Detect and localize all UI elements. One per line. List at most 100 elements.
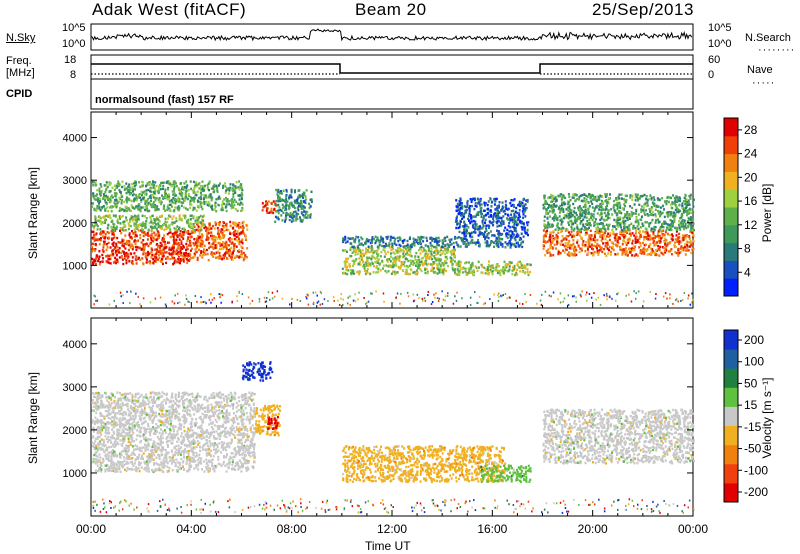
data-cell: [220, 256, 223, 260]
data-cell: [456, 269, 459, 272]
data-cell: [157, 236, 160, 240]
data-cell: [225, 228, 228, 231]
data-cell: [430, 247, 433, 250]
data-cell: [221, 200, 224, 203]
data-cell: [126, 239, 128, 243]
data-cell: [646, 198, 649, 202]
data-cell: [450, 243, 453, 246]
data-cell: [164, 217, 167, 220]
data-cell: [681, 202, 684, 205]
data-cell: [134, 227, 137, 230]
data-cell: [145, 184, 148, 187]
data-cell: [409, 268, 412, 271]
data-cell: [168, 226, 171, 229]
data-cell: [489, 243, 492, 247]
data-cell: [459, 263, 462, 267]
data-cell: [549, 239, 552, 243]
data-cell: [512, 209, 515, 212]
data-cell: [115, 250, 117, 253]
data-cell: [585, 240, 588, 244]
data-cell: [467, 243, 470, 246]
data-cell: [159, 248, 162, 251]
data-cell: [549, 215, 552, 218]
data-cell: [196, 221, 199, 224]
data-cell: [238, 237, 240, 240]
data-cell: [111, 228, 114, 232]
data-cell: [470, 200, 473, 203]
data-cell: [565, 238, 568, 241]
data-cell: [99, 183, 102, 186]
data-cell: [288, 206, 291, 209]
data-cell: [519, 219, 522, 223]
data-cell: [229, 220, 232, 224]
data-cell: [547, 248, 550, 251]
data-cell: [120, 251, 123, 255]
data-cell: [464, 245, 467, 248]
data-cell: [195, 243, 198, 246]
data-cell: [640, 215, 643, 219]
data-cell: [461, 267, 464, 270]
data-cell: [470, 231, 473, 234]
data-cell: [442, 264, 445, 267]
data-cell: [545, 232, 548, 235]
data-cell: [174, 228, 177, 232]
data-cell: [643, 203, 646, 206]
data-cell: [461, 202, 463, 205]
data-cell: [164, 257, 167, 260]
data-cell: [153, 231, 156, 234]
data-cell: [212, 255, 215, 258]
data-cell: [491, 240, 494, 244]
data-cell: [211, 242, 214, 246]
data-cell: [155, 223, 158, 226]
data-cell: [693, 228, 695, 232]
data-cell: [521, 204, 524, 208]
data-cell: [568, 252, 571, 255]
data-cell: [465, 243, 468, 246]
data-cell: [380, 237, 383, 241]
data-cell: [595, 227, 598, 230]
data-cell: [589, 193, 592, 196]
data-cell: [616, 235, 618, 239]
data-cell: [195, 194, 198, 197]
data-cell: [222, 245, 225, 248]
data-cell: [189, 180, 192, 183]
data-cell: [485, 227, 488, 230]
data-cell: [182, 246, 185, 249]
data-cell: [396, 258, 399, 261]
data-cell: [519, 204, 521, 208]
data-cell: [623, 215, 626, 219]
data-cell: [587, 240, 590, 243]
data-cell: [100, 191, 103, 194]
data-cell: [285, 190, 288, 193]
data-cell: [353, 245, 356, 249]
data-cell: [223, 226, 225, 229]
data-cell: [187, 188, 190, 192]
data-cell: [135, 234, 138, 237]
data-cell: [552, 217, 555, 220]
data-cell: [674, 245, 677, 249]
data-cell: [203, 248, 205, 251]
data-cell: [169, 203, 172, 206]
data-cell: [616, 208, 619, 211]
data-cell: [349, 254, 352, 258]
data-cell: [187, 232, 190, 235]
data-cell: [354, 259, 357, 263]
data-cell: [638, 236, 641, 239]
data-cell: [133, 207, 136, 210]
data-cell: [105, 203, 108, 206]
data-cell: [215, 251, 218, 254]
data-cell: [479, 204, 482, 207]
data-cell: [650, 221, 653, 224]
data-cell: [583, 210, 585, 213]
data-cell: [169, 183, 172, 186]
data-cell: [282, 211, 285, 214]
data-cell: [231, 255, 233, 259]
data-cell: [650, 228, 653, 231]
data-cell: [131, 194, 134, 197]
data-cell: [431, 257, 434, 261]
data-cell: [478, 202, 481, 205]
data-cell: [101, 253, 104, 257]
data-cell: [643, 235, 646, 239]
data-cell: [678, 226, 681, 229]
data-cell: [224, 185, 227, 188]
